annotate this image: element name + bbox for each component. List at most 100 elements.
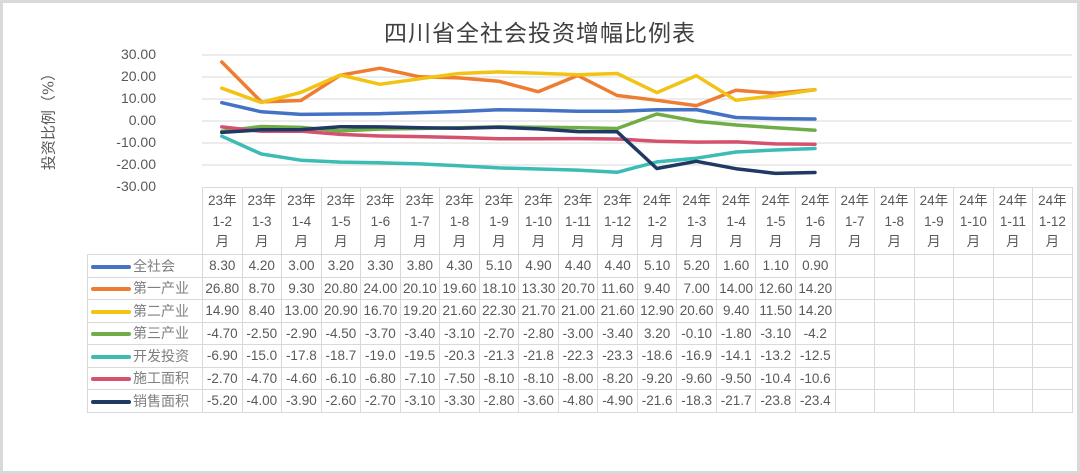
table-cell: -3.10 xyxy=(755,321,796,345)
legend-entry: 施工面积 xyxy=(87,366,203,390)
table-cell: 18.10 xyxy=(478,276,520,300)
table-cell: -21.3 xyxy=(478,344,520,368)
legend-swatch-icon xyxy=(91,287,131,292)
table-cell: 4.40 xyxy=(557,254,599,278)
table-row: 全社会 8.30 4.20 3.00 3.20 3.30 3.80 4.30 5.10 4.90 4… xyxy=(87,254,1073,278)
table-cell: -9.50 xyxy=(715,366,757,390)
table-cell: -13.2 xyxy=(755,344,796,368)
category-header: 23年 1-5 月 xyxy=(320,187,362,255)
table-cell: 5.10 xyxy=(478,254,520,278)
table-cell xyxy=(874,344,915,368)
table-cell: -2.60 xyxy=(320,389,362,413)
table-cell: -7.50 xyxy=(439,366,480,390)
table-cell: 16.70 xyxy=(360,299,401,323)
table-cell xyxy=(913,299,955,323)
table-cell: 9.40 xyxy=(715,299,757,323)
table-cell: -9.60 xyxy=(676,366,717,390)
legend-swatch-icon xyxy=(91,354,131,359)
legend-entry: 第一产业 xyxy=(87,276,203,300)
table-cell xyxy=(992,389,1034,413)
table-cell: -21.7 xyxy=(715,389,757,413)
table-cell: 19.20 xyxy=(399,299,441,323)
legend-label: 第二产业 xyxy=(133,303,189,320)
table-cell xyxy=(834,366,876,390)
table-cell xyxy=(913,366,955,390)
table-cell: 4.20 xyxy=(241,254,283,278)
table-cell: -19.5 xyxy=(399,344,441,368)
table-row: 销售面积 -5.20 -4.00 -3.90 -2.60 -2.70 -3.10 -3.30-… xyxy=(87,389,1073,413)
table-cell: -2.50 xyxy=(241,321,283,345)
table-cell xyxy=(953,276,994,300)
table-cell xyxy=(874,321,915,345)
table-cell: 14.20 xyxy=(794,299,836,323)
table-cell xyxy=(834,344,876,368)
table-cell: -4.70 xyxy=(241,366,283,390)
table-cell: -17.8 xyxy=(281,344,322,368)
chart-title: 四川省全社会投资增幅比例表 xyxy=(384,21,696,47)
table-cell xyxy=(992,344,1034,368)
category-header: 23年 1-12 月 xyxy=(597,187,638,255)
table-cell: -3.10 xyxy=(399,389,441,413)
table-cell: -10.6 xyxy=(794,366,836,390)
table-cell xyxy=(1032,366,1073,390)
category-header: 24年 1-3 月 xyxy=(676,187,717,255)
category-header: 24年 1-5 月 xyxy=(755,187,796,255)
y-tick-label: -10.00 xyxy=(116,134,156,150)
table-cell: -4.70 xyxy=(202,321,243,345)
table-cell: -3.70 xyxy=(360,321,401,345)
series-line xyxy=(220,124,817,176)
table-cell: -4.00 xyxy=(241,389,283,413)
table-cell: 20.90 xyxy=(320,299,362,323)
category-header: 23年 1-3 月 xyxy=(241,187,283,255)
table-cell: 24.00 xyxy=(360,276,401,300)
legend-swatch-icon xyxy=(91,332,131,337)
table-cell xyxy=(874,299,915,323)
table-cell: -23.8 xyxy=(755,389,796,413)
table-cell: 20.60 xyxy=(676,299,717,323)
table-cell xyxy=(953,299,994,323)
table-cell xyxy=(1032,321,1073,345)
table-cell: -6.10 xyxy=(320,366,362,390)
table-cell: -4.80 xyxy=(557,389,599,413)
table-cell: 0.90 xyxy=(794,254,836,278)
legend-label: 施工面积 xyxy=(133,371,189,388)
table-cell: -8.20 xyxy=(597,366,638,390)
table-cell: -2.90 xyxy=(281,321,322,345)
category-header: 24年 1-12 月 xyxy=(1032,187,1073,255)
table-cell: -3.40 xyxy=(399,321,441,345)
table-cell: -18.7 xyxy=(320,344,362,368)
table-cell: -3.00 xyxy=(557,321,599,345)
category-header: 24年 1-2 月 xyxy=(636,187,678,255)
category-header: 24年 1-9 月 xyxy=(913,187,955,255)
table-cell xyxy=(1032,299,1073,323)
table-cell: 1.10 xyxy=(755,254,796,278)
table-cell: 12.60 xyxy=(755,276,796,300)
table-cell: -4.2 xyxy=(794,321,836,345)
table-cell xyxy=(953,321,994,345)
table-cell xyxy=(913,276,955,300)
table-cell: -12.5 xyxy=(794,344,836,368)
legend-swatch-icon xyxy=(91,264,131,269)
table-cell: -2.70 xyxy=(478,321,520,345)
table-cell xyxy=(834,276,876,300)
category-header: 24年 1-7 月 xyxy=(834,187,876,255)
table-cell xyxy=(1032,254,1073,278)
table-cell xyxy=(913,344,955,368)
table-cell: 20.80 xyxy=(320,276,362,300)
table-cell: -7.10 xyxy=(399,366,441,390)
table-cell: -4.90 xyxy=(597,389,638,413)
y-tick-label: 0.00 xyxy=(128,112,156,128)
table-cell: 8.70 xyxy=(241,276,283,300)
table-cell: 20.10 xyxy=(399,276,441,300)
table-cell: 9.30 xyxy=(281,276,322,300)
table-cell: -10.4 xyxy=(755,366,796,390)
table-cell: 22.30 xyxy=(478,299,520,323)
table-cell xyxy=(992,254,1034,278)
table-row: 第三产业 -4.70 -2.50 -2.90 -4.50 -3.70 -3.40 -3.10-… xyxy=(87,321,1073,345)
table-row: 开发投资 -6.90 -15.0 -17.8 -18.7 -19.0 -19.5 -20.3-… xyxy=(87,344,1073,368)
table-cell: 14.00 xyxy=(715,276,757,300)
table-cell: -5.20 xyxy=(202,389,243,413)
table-cell: 4.40 xyxy=(597,254,638,278)
table-cell: 12.90 xyxy=(636,299,678,323)
table-corner xyxy=(87,187,203,255)
